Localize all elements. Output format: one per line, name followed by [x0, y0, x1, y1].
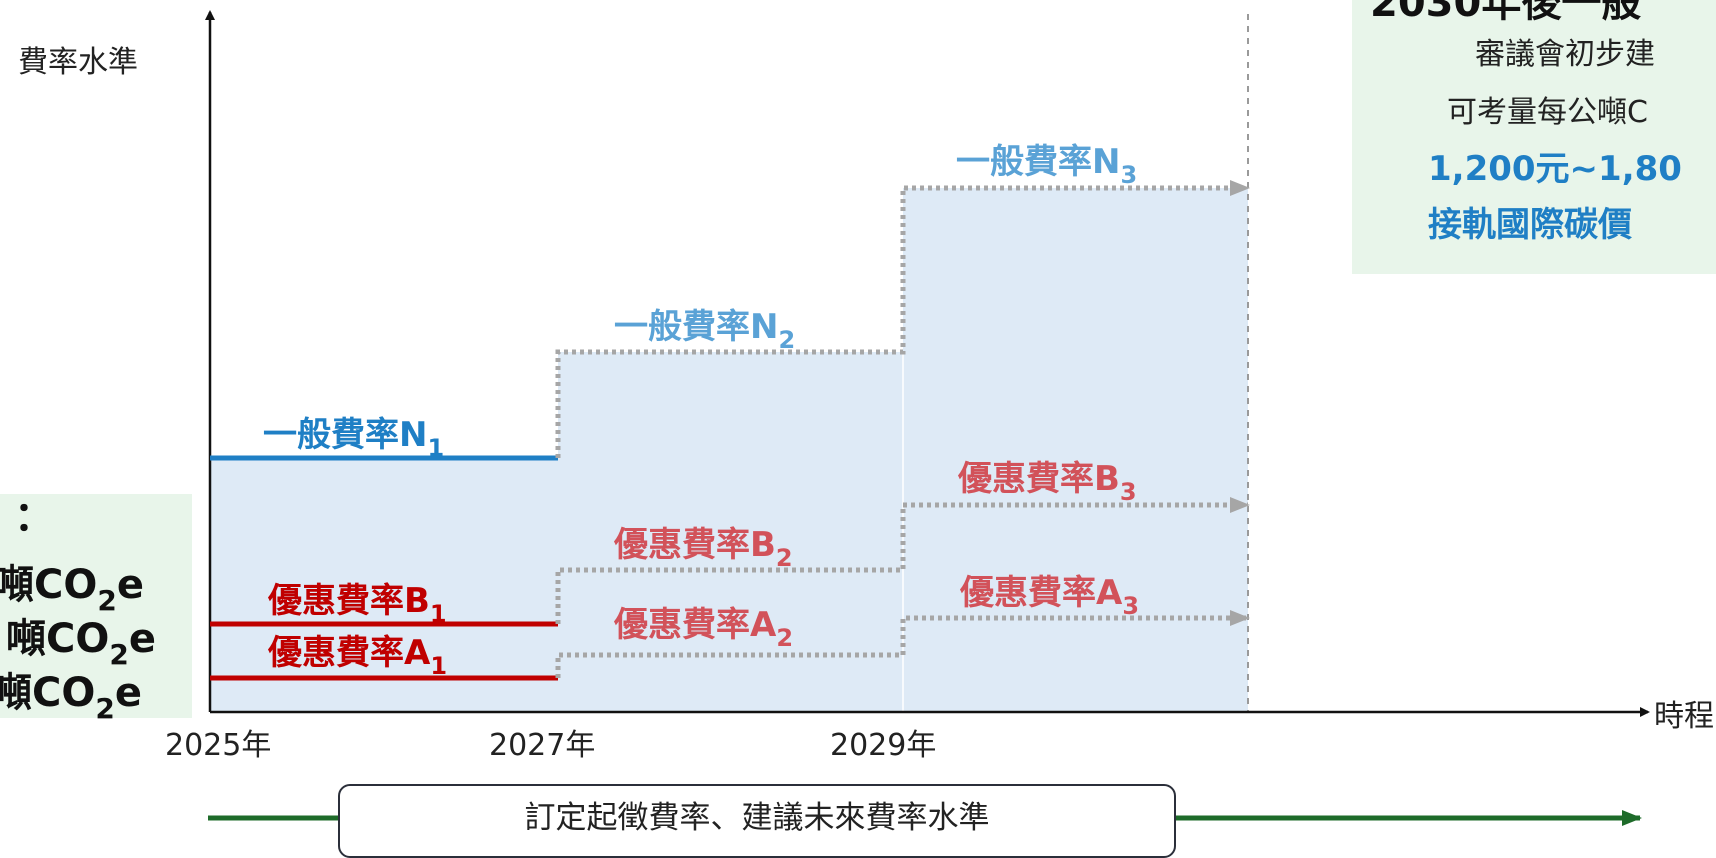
right-callout-line1: 審議會初步建 [1475, 37, 1655, 72]
rate-label-A2: 優惠費率A2 [613, 605, 793, 652]
rate-label-A3: 優惠費率A3 [959, 573, 1139, 620]
left-callout-line0: ： [14, 494, 54, 540]
rate-label-B1: 優惠費率B1 [267, 581, 447, 628]
rate-path-A-future [555, 610, 1250, 678]
rate-area [210, 188, 1248, 712]
right-callout-line3: 1,200元~1,80 [1428, 149, 1682, 189]
y-axis-label: 費率水準 [18, 45, 138, 80]
rate-path-N-future [555, 180, 1250, 458]
right-callout-line4: 接軌國際碳價 [1428, 205, 1632, 245]
right-callout-box [1352, 0, 1716, 274]
left-callout-line3: 噸CO2e [0, 670, 142, 725]
rate-label-B2: 優惠費率B2 [613, 525, 793, 572]
rate-label-A1: 優惠費率A1 [267, 633, 447, 680]
x-tick-2027: 2027年 [489, 728, 595, 763]
rate-path-B-future [555, 497, 1250, 624]
left-callout-box [0, 494, 192, 718]
right-callout-line2: 可考量每公噸C [1447, 95, 1648, 130]
rate-label-B3: 優惠費率B3 [957, 459, 1137, 506]
rate-label-N1: 一般費率N1 [263, 415, 444, 462]
timeline-phase-text: 訂定起徵費率、建議未來費率水準 [524, 800, 990, 836]
x-axis-label: 時程 [1654, 699, 1714, 734]
left-callout-line1: 噸CO2e [0, 562, 144, 617]
timeline-phase-box: 訂定起徵費率、建議未來費率水準 [338, 784, 1176, 858]
right-callout-heading: 2030年後一般 [1370, 0, 1641, 26]
rate-label-N2: 一般費率N2 [614, 307, 795, 354]
rate-label-N3: 一般費率N3 [956, 142, 1137, 189]
x-tick-2029: 2029年 [830, 728, 936, 763]
x-tick-2025: 2025年 [165, 728, 271, 763]
left-callout-line2: 噸CO2e [6, 616, 156, 671]
